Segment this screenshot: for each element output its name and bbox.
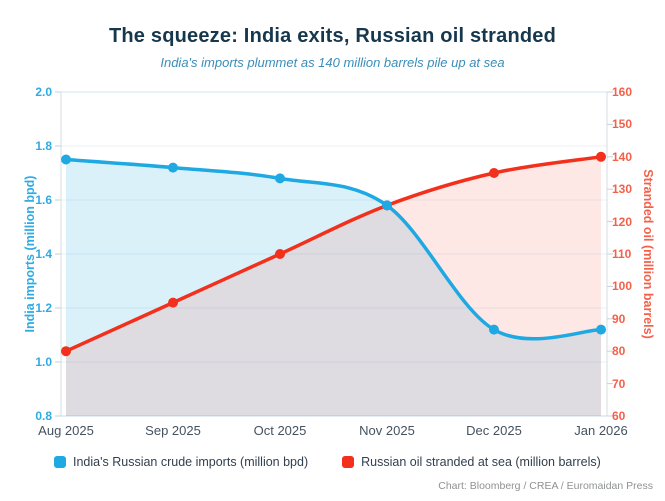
- data-point-series-0: [168, 162, 178, 173]
- left-axis-title: India imports (million bpd): [23, 175, 37, 333]
- data-point-series-1: [168, 297, 178, 308]
- data-point-series-0: [382, 200, 392, 211]
- legend: India's Russian crude imports (million b…: [54, 455, 601, 469]
- legend-swatch-icon: [54, 456, 66, 468]
- left-axis-tick: 1.8: [35, 139, 52, 153]
- attribution: Chart: Bloomberg / CREA / Euromaidan Pre…: [438, 480, 653, 492]
- left-axis-tick: 1.2: [35, 301, 52, 315]
- legend-swatch-icon: [342, 456, 355, 468]
- data-point-series-1: [596, 151, 606, 162]
- x-axis-label: Aug 2025: [38, 423, 94, 438]
- right-axis-tick: 120: [612, 214, 633, 229]
- data-point-series-0: [596, 324, 606, 335]
- legend-item-0: India's Russian crude imports (million b…: [54, 455, 308, 469]
- right-axis-tick: 60: [612, 409, 626, 423]
- left-axis-tick: 1.6: [35, 193, 52, 207]
- data-point-series-1: [382, 200, 392, 211]
- legend-item-1: Russian oil stranded at sea (million bar…: [342, 455, 601, 469]
- series-area-0: [66, 159, 601, 416]
- right-axis-tick: 160: [612, 85, 633, 99]
- right-axis-tick: 90: [612, 311, 626, 326]
- data-point-series-0: [61, 154, 71, 165]
- data-point-series-1: [275, 249, 285, 259]
- right-axis-tick: 130: [612, 182, 633, 197]
- right-axis-tick: 110: [612, 247, 632, 261]
- series-line-0: [64, 157, 603, 341]
- data-point-series-1: [61, 346, 71, 357]
- x-axis-label: Sep 2025: [145, 423, 201, 438]
- right-axis-tick: 70: [612, 376, 626, 391]
- legend-label: Russian oil stranded at sea (million bar…: [361, 455, 601, 469]
- series-line-1: [64, 155, 603, 353]
- right-axis-tick: 80: [612, 344, 626, 359]
- x-axis-label: Dec 2025: [466, 423, 522, 438]
- left-axis-tick: 0.8: [35, 409, 52, 423]
- chart-subtitle: India's imports plummet as 140 million b…: [160, 55, 505, 70]
- left-axis-tick: 1.0: [35, 355, 52, 369]
- right-axis-tick: 150: [612, 117, 633, 132]
- data-point-series-1: [489, 168, 499, 178]
- right-axis-title: Stranded oil (million barrels): [641, 169, 655, 339]
- x-axis-label: Jan 2026: [574, 423, 628, 438]
- series-area-1: [66, 156, 601, 417]
- left-axis-tick: 1.4: [35, 247, 52, 261]
- x-axis-label: Oct 2025: [253, 423, 307, 438]
- chart-title: The squeeze: India exits, Russian oil st…: [108, 25, 557, 47]
- right-axis-tick: 100: [612, 279, 633, 294]
- left-axis-tick: 2.0: [35, 85, 52, 99]
- legend-label: India's Russian crude imports (million b…: [73, 455, 309, 469]
- data-point-series-0: [275, 173, 285, 184]
- right-axis-tick: 140: [612, 149, 633, 164]
- data-point-series-0: [489, 324, 499, 335]
- x-axis-label: Nov 2025: [359, 423, 415, 438]
